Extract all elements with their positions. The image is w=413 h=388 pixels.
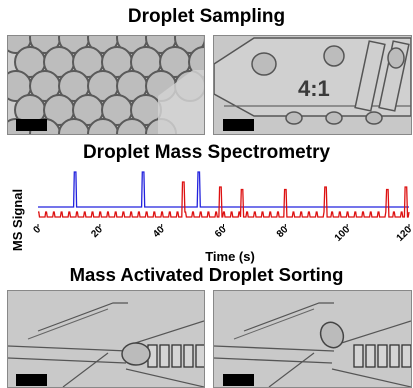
- x-tick-label: 120: [395, 224, 413, 244]
- ratio-label: 4:1: [298, 76, 330, 101]
- sampling-heading: Droplet Sampling: [127, 6, 286, 27]
- ms-trace-blue: [38, 171, 409, 208]
- scale-bar: [223, 119, 254, 131]
- x-tick-label: 40: [151, 224, 167, 240]
- droplet: [116, 118, 148, 134]
- x-axis-label: Time (s): [205, 249, 255, 264]
- x-tick-label: 60: [213, 224, 229, 240]
- droplet-sampling-micrograph: 4:1: [213, 35, 412, 135]
- x-tick-label: 20: [89, 224, 105, 240]
- x-tick-label: 0: [31, 224, 43, 236]
- x-tick-label: 100: [333, 224, 353, 244]
- spectrometry-heading: Droplet Mass Spectrometry: [82, 142, 331, 163]
- sorting-heading: Mass Activated Droplet Sorting: [69, 264, 344, 285]
- ms-trace-red: [38, 181, 410, 218]
- scale-bar: [223, 374, 254, 386]
- scale-bar: [16, 119, 47, 131]
- droplet: [58, 118, 90, 134]
- droplet: [87, 118, 119, 134]
- sorting-micrograph-after: [213, 290, 412, 388]
- scale-bar: [16, 374, 47, 386]
- x-tick-label: 80: [275, 224, 291, 240]
- y-axis-label: MS Signal: [10, 189, 25, 251]
- droplet-emulsion-micrograph: [7, 35, 205, 135]
- sorting-micrograph-before: [7, 290, 205, 388]
- ms-signal-chart: 0 20 40 60 80 100 120 MS Signal Time (s): [10, 171, 413, 264]
- droplet: [188, 46, 204, 78]
